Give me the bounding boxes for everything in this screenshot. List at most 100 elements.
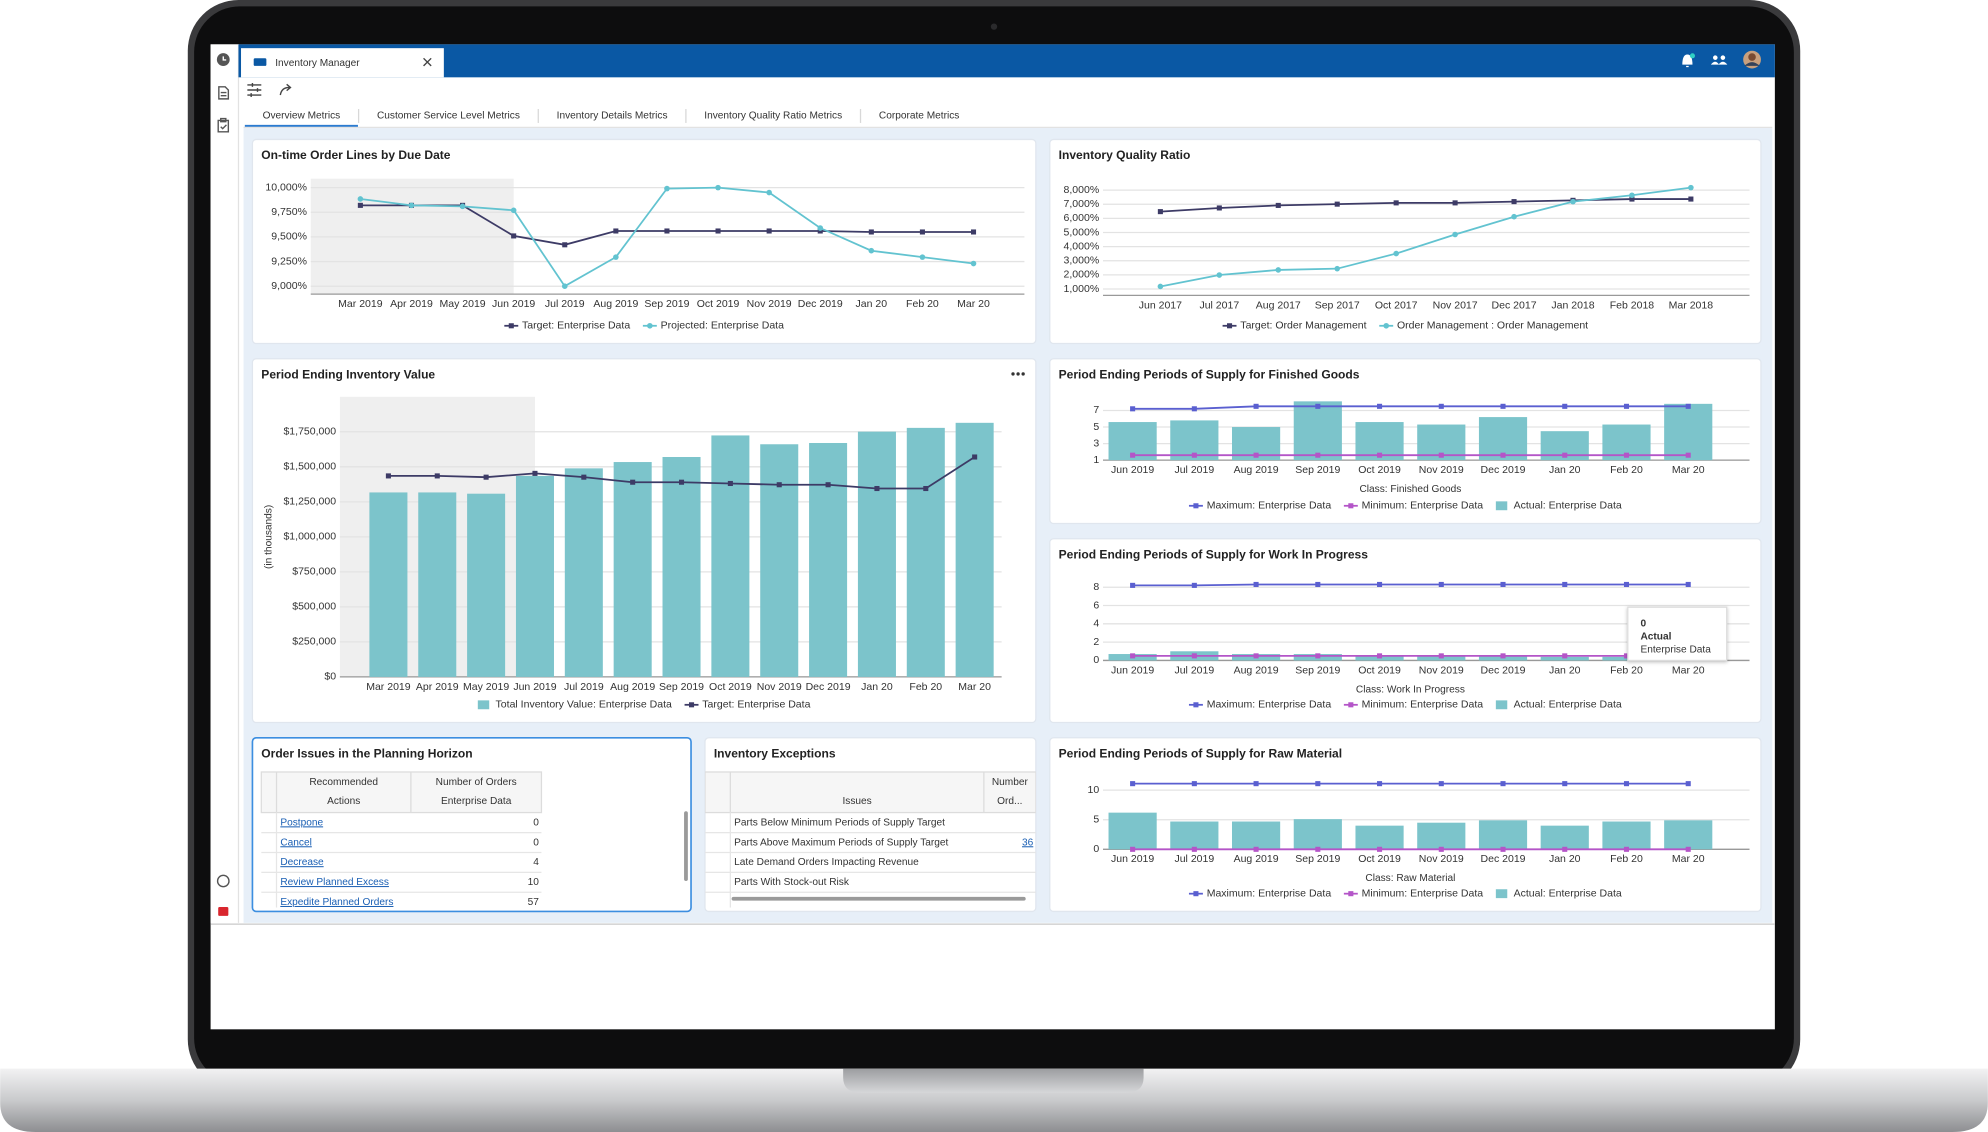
table-link[interactable]: Postpone [280, 817, 323, 828]
y-tick-label: 2 [1093, 636, 1099, 648]
point-marker [1377, 846, 1383, 852]
x-tick-label: Jun 2019 [1111, 664, 1154, 676]
x-tick-label: Nov 2019 [757, 681, 802, 693]
vertical-scrollbar[interactable] [684, 811, 688, 882]
x-tick-label: May 2019 [439, 298, 485, 310]
bar [1478, 820, 1528, 850]
bar [369, 492, 408, 677]
point-marker [1629, 192, 1635, 199]
tab[interactable]: Customer Service Level Metrics [377, 111, 520, 122]
column-header: Enterprise Data [441, 796, 512, 807]
app-tab[interactable] [241, 48, 444, 78]
x-tick-label: Mar 20 [958, 681, 991, 693]
point-marker [1500, 452, 1506, 458]
table-cell: Parts With Stock-out Risk [734, 877, 850, 888]
x-tick-label: Aug 2019 [1234, 853, 1279, 865]
panel [1049, 358, 1762, 525]
point-marker [766, 189, 772, 196]
notifications-icon[interactable] [1682, 54, 1693, 68]
bar [613, 462, 652, 677]
app-badge[interactable] [218, 906, 229, 916]
legend: Maximum: Enterprise Data Minimum: Enterpr… [1188, 699, 1622, 711]
x-tick-label: May 2019 [463, 681, 509, 693]
bar [1602, 821, 1651, 850]
table-header [260, 771, 543, 814]
table-cell: 10 [528, 877, 540, 888]
table-cell: 57 [528, 897, 540, 908]
y-tick-label: 4,000% [1064, 240, 1100, 252]
legend-swatch [477, 700, 490, 710]
point-marker [1438, 781, 1444, 787]
people-icon[interactable] [1710, 55, 1728, 65]
table-link[interactable]: Cancel [280, 837, 312, 848]
y-tick-label: 8 [1093, 581, 1099, 593]
point-marker [408, 202, 415, 209]
point-marker [970, 229, 977, 235]
x-tick-label: Feb 20 [1610, 853, 1643, 865]
point-marker [1623, 581, 1630, 587]
x-tick-label: Oct 2019 [697, 298, 740, 310]
point-marker [1629, 196, 1635, 202]
y-tick-label: $500,000 [292, 601, 336, 613]
x-tick-label: Jun 2019 [513, 681, 556, 693]
point-marker [1623, 781, 1630, 787]
legend-label: Maximum: Enterprise Data [1207, 887, 1332, 899]
history-icon[interactable] [216, 53, 230, 66]
filter-icon[interactable] [247, 83, 262, 97]
x-tick-label: Jun 2019 [492, 298, 535, 310]
point-marker [1500, 846, 1506, 852]
point-marker [923, 485, 929, 492]
menu-dot[interactable] [1016, 372, 1020, 376]
tasks-icon[interactable] [217, 117, 230, 133]
table-link[interactable]: 36 [1022, 837, 1034, 848]
horizontal-scrollbar[interactable] [731, 896, 1026, 901]
close-tab[interactable] [423, 57, 432, 67]
document-icon[interactable] [218, 86, 230, 100]
tab[interactable]: Overview Metrics [263, 111, 341, 122]
menu-dot[interactable] [1021, 372, 1025, 376]
point-marker [1191, 452, 1197, 458]
sidebar [210, 44, 239, 923]
point-marker [1500, 781, 1506, 787]
tab[interactable]: Inventory Quality Ratio Metrics [704, 111, 842, 122]
menu-dot[interactable] [1011, 372, 1015, 376]
avatar[interactable] [1743, 50, 1761, 69]
x-tick-label: Sep 2019 [1295, 464, 1340, 476]
point-marker [1688, 184, 1694, 191]
table: Issues Number Ord... Parts Below Minimum Pe… [704, 771, 1036, 908]
point-marker [1393, 250, 1399, 257]
point-marker [459, 203, 466, 210]
x-axis-title: Class: Work In Progress [1356, 684, 1465, 695]
point-marker [1623, 403, 1630, 409]
legend-label: Minimum: Enterprise Data [1362, 500, 1484, 512]
share-icon[interactable] [279, 83, 292, 96]
point-marker [715, 184, 721, 191]
table-link[interactable]: Review Planned Excess [280, 877, 389, 888]
point-marker [1688, 196, 1694, 202]
x-tick-label: Dec 2019 [798, 298, 843, 310]
x-axis-title: Class: Raw Material [1365, 873, 1455, 884]
table-link[interactable]: Decrease [280, 857, 324, 868]
point-marker [1685, 581, 1691, 587]
tab[interactable]: Corporate Metrics [879, 111, 959, 122]
legend-label: Projected: Enterprise Data [661, 320, 784, 332]
notification-dot [1689, 53, 1696, 59]
bar [1540, 656, 1589, 661]
table-title: Inventory Exceptions [714, 746, 836, 760]
bar [418, 492, 457, 677]
x-tick-label: Feb 20 [1610, 664, 1643, 676]
point-marker [1253, 846, 1259, 852]
x-tick-label: Jul 2017 [1199, 299, 1239, 311]
table-link[interactable]: Expedite Planned Orders [280, 897, 393, 908]
x-tick-label: Jul 2019 [1174, 853, 1214, 865]
x-tick-label: Oct 2019 [1358, 853, 1401, 865]
point-marker [664, 228, 670, 234]
point-marker [1216, 205, 1222, 211]
point-marker [1623, 653, 1630, 659]
tab[interactable]: Inventory Details Metrics [557, 111, 668, 122]
point-marker [1685, 846, 1691, 852]
app-tab-icon [253, 58, 267, 66]
help-icon[interactable] [216, 874, 230, 888]
point-marker [1377, 781, 1383, 787]
x-tick-label: Apr 2019 [390, 298, 433, 310]
